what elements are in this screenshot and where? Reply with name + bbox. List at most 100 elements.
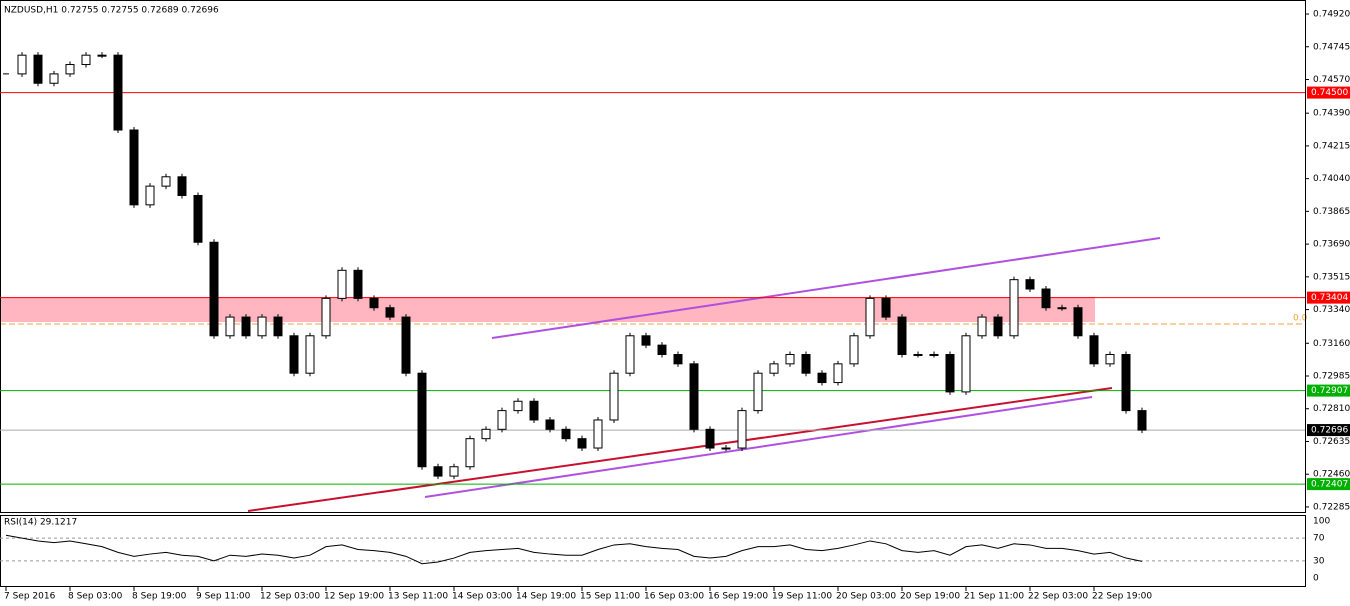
candle — [705, 428, 715, 449]
level-label: 0.72407 — [1311, 480, 1348, 490]
x-tick-label: 13 Sep 11:00 — [388, 592, 448, 602]
x-tick-label: 14 Sep 03:00 — [452, 592, 512, 602]
candle — [993, 316, 1003, 337]
x-tick-label: 16 Sep 19:00 — [708, 592, 768, 602]
candle — [769, 363, 779, 374]
candle — [225, 316, 235, 337]
rsi-tick-label: 100 — [1313, 517, 1330, 527]
y-tick-label: 0.72285 — [1313, 502, 1350, 512]
x-tick-label: 22 Sep 03:00 — [1028, 592, 1088, 602]
level-box — [1307, 86, 1350, 99]
level-box — [1307, 291, 1350, 304]
y-tick-label: 0.73515 — [1313, 272, 1350, 282]
y-tick-label: 0.73340 — [1313, 305, 1350, 315]
candle — [481, 428, 491, 440]
y-tick-label: 0.74390 — [1313, 109, 1350, 119]
level-label: 0.73404 — [1311, 293, 1348, 303]
rsi-label: RSI(14) 29.1217 — [4, 518, 77, 528]
candle — [817, 372, 827, 384]
candle — [193, 194, 203, 243]
candle — [625, 335, 635, 374]
rsi-tick-label: 30 — [1313, 556, 1325, 566]
candle — [737, 410, 747, 449]
x-tick-label: 9 Sep 11:00 — [196, 592, 251, 602]
candle — [961, 335, 971, 393]
level-box — [1307, 424, 1350, 437]
resistance-zone — [1, 297, 1095, 322]
candle — [1057, 307, 1067, 310]
candle — [753, 372, 763, 412]
candle — [641, 335, 651, 346]
rsi-tick-label: 70 — [1313, 534, 1325, 544]
x-tick-label: 22 Sep 19:00 — [1092, 592, 1152, 602]
y-tick-label: 0.72810 — [1313, 404, 1350, 414]
candle — [929, 353, 939, 356]
candle — [721, 447, 731, 450]
candle — [289, 335, 299, 374]
candle — [657, 344, 667, 355]
y-tick-label: 0.73865 — [1313, 207, 1350, 217]
candle — [977, 316, 987, 337]
x-tick-label: 12 Sep 03:00 — [260, 592, 320, 602]
main-panel — [0, 0, 1306, 513]
candle — [1137, 410, 1147, 431]
candle — [49, 73, 59, 84]
candle — [161, 176, 171, 187]
candle — [33, 54, 43, 84]
level-label: 0.72696 — [1311, 426, 1348, 436]
candle — [241, 316, 251, 337]
trendline — [247, 387, 1113, 512]
chart-title: NZDUSD,H1 0.72755 0.72755 0.72689 0.7269… — [4, 6, 219, 16]
x-tick-label: 15 Sep 11:00 — [580, 592, 640, 602]
candle — [305, 335, 315, 374]
candle — [369, 297, 379, 309]
x-tick-label: 14 Sep 19:00 — [516, 592, 576, 602]
candle — [609, 372, 619, 421]
channel-line — [491, 237, 1161, 339]
candle — [1105, 353, 1115, 365]
channel-line — [424, 396, 1093, 498]
candle — [1089, 335, 1099, 365]
y-tick-label: 0.74215 — [1313, 141, 1350, 151]
y-tick-label: 0.74040 — [1313, 174, 1350, 184]
x-tick-label: 19 Sep 11:00 — [772, 592, 832, 602]
y-tick-label: 0.73690 — [1313, 240, 1350, 250]
candle — [945, 353, 955, 393]
candle — [561, 428, 571, 440]
candle — [673, 353, 683, 365]
candle — [801, 353, 811, 374]
x-tick-label: 20 Sep 19:00 — [900, 592, 960, 602]
y-tick-label: 0.74570 — [1313, 75, 1350, 85]
y-tick-label: 0.73160 — [1313, 339, 1350, 349]
fib-label: 0.0 — [1293, 314, 1308, 324]
candle — [497, 410, 507, 430]
candle — [321, 297, 331, 337]
candle — [849, 335, 859, 365]
level-box — [1307, 384, 1350, 397]
level-label: 0.72907 — [1311, 386, 1348, 396]
rsi-panel — [0, 515, 1306, 587]
candle — [881, 297, 891, 318]
candle — [689, 363, 699, 430]
candle — [593, 419, 603, 449]
x-tick-label: 8 Sep 03:00 — [68, 592, 123, 602]
x-tick-label: 7 Sep 2016 — [4, 592, 56, 602]
rsi-line — [5, 534, 1143, 565]
candle — [81, 54, 91, 66]
candle — [273, 316, 283, 337]
candle — [913, 353, 923, 356]
candle — [897, 316, 907, 355]
candle — [353, 269, 363, 299]
x-tick-label: 12 Sep 19:00 — [324, 592, 384, 602]
candle — [833, 363, 843, 384]
x-tick-label: 8 Sep 19:00 — [132, 592, 187, 602]
candle — [17, 54, 27, 75]
candle — [129, 129, 139, 206]
y-tick-label: 0.72635 — [1313, 437, 1350, 447]
level-label: 0.74500 — [1311, 88, 1348, 98]
candle — [177, 176, 187, 196]
candle — [577, 438, 587, 449]
candle — [449, 466, 459, 477]
candle — [1025, 279, 1035, 290]
